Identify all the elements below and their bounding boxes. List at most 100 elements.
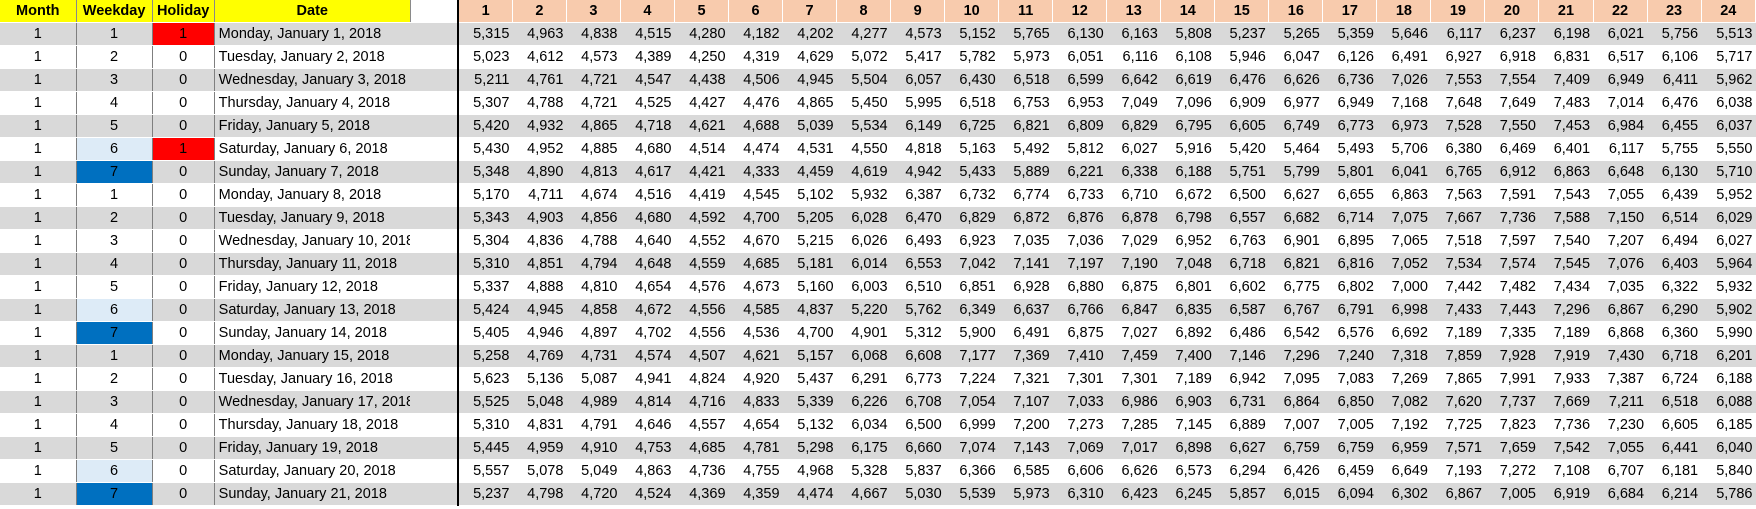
hour-value-cell[interactable]: 7,240 <box>1322 344 1377 368</box>
hour-value-cell[interactable]: 5,445 <box>458 436 513 460</box>
hour-value-cell[interactable]: 5,049 <box>566 459 621 483</box>
hour-value-cell[interactable]: 6,494 <box>1647 229 1702 253</box>
hour-value-cell[interactable]: 4,863 <box>620 459 675 483</box>
header-hour-14[interactable]: 14 <box>1160 0 1216 23</box>
holiday-cell[interactable]: 0 <box>152 229 215 253</box>
hour-value-cell[interactable]: 7,859 <box>1430 344 1485 368</box>
spacer-cell[interactable] <box>410 114 460 138</box>
hour-value-cell[interactable]: 4,685 <box>674 436 729 460</box>
hour-value-cell[interactable]: 7,648 <box>1430 91 1485 115</box>
date-cell[interactable]: Saturday, January 13, 2018 <box>214 298 411 322</box>
hour-value-cell[interactable]: 5,030 <box>890 482 945 506</box>
hour-value-cell[interactable]: 7,588 <box>1538 206 1594 230</box>
hour-value-cell[interactable]: 6,829 <box>1106 114 1161 138</box>
hour-value-cell[interactable]: 4,612 <box>512 45 567 69</box>
hour-value-cell[interactable]: 6,763 <box>1214 229 1269 253</box>
hour-value-cell[interactable]: 6,816 <box>1322 252 1377 276</box>
hour-value-cell[interactable]: 6,047 <box>1268 45 1323 69</box>
hour-value-cell[interactable]: 6,766 <box>1052 298 1107 322</box>
weekday-cell[interactable]: 5 <box>75 436 153 460</box>
hour-value-cell[interactable]: 4,788 <box>512 91 567 115</box>
header-hour-9[interactable]: 9 <box>890 0 946 23</box>
header-hour-11[interactable]: 11 <box>998 0 1054 23</box>
holiday-cell[interactable]: 0 <box>152 367 215 391</box>
hour-value-cell[interactable]: 6,801 <box>1160 275 1215 299</box>
hour-value-cell[interactable]: 6,749 <box>1268 114 1323 138</box>
weekday-cell[interactable]: 6 <box>75 298 153 322</box>
hour-value-cell[interactable]: 5,782 <box>944 45 999 69</box>
hour-value-cell[interactable]: 6,517 <box>1593 45 1648 69</box>
hour-value-cell[interactable]: 6,867 <box>1593 298 1648 322</box>
hour-value-cell[interactable]: 7,737 <box>1484 390 1539 414</box>
hour-value-cell[interactable]: 5,916 <box>1160 137 1215 161</box>
hour-value-cell[interactable]: 5,623 <box>458 367 513 391</box>
hour-value-cell[interactable]: 4,810 <box>566 275 621 299</box>
hour-value-cell[interactable]: 7,369 <box>998 344 1053 368</box>
hour-value-cell[interactable]: 6,188 <box>1701 367 1756 391</box>
spacer-cell[interactable] <box>410 413 460 437</box>
header-hour-24[interactable]: 24 <box>1701 0 1756 23</box>
hour-value-cell[interactable]: 5,343 <box>458 206 513 230</box>
hour-value-cell[interactable]: 6,708 <box>890 390 945 414</box>
date-cell[interactable]: Sunday, January 14, 2018 <box>214 321 411 345</box>
holiday-cell[interactable]: 0 <box>152 45 215 69</box>
hour-value-cell[interactable]: 4,514 <box>674 137 729 161</box>
hour-value-cell[interactable]: 4,545 <box>728 183 783 207</box>
hour-value-cell[interactable]: 4,736 <box>674 459 729 483</box>
hour-value-cell[interactable]: 6,619 <box>1160 68 1215 92</box>
hour-value-cell[interactable]: 4,559 <box>674 252 729 276</box>
hour-value-cell[interactable]: 7,574 <box>1484 252 1539 276</box>
spacer-cell[interactable] <box>410 229 460 253</box>
hour-value-cell[interactable]: 7,528 <box>1430 114 1485 138</box>
hour-value-cell[interactable]: 7,054 <box>944 390 999 414</box>
hour-value-cell[interactable]: 6,602 <box>1214 275 1269 299</box>
hour-value-cell[interactable]: 7,005 <box>1322 413 1377 437</box>
hour-value-cell[interactable]: 4,680 <box>620 206 675 230</box>
header-month[interactable]: Month <box>0 0 77 23</box>
hour-value-cell[interactable]: 7,197 <box>1052 252 1107 276</box>
hour-value-cell[interactable]: 5,889 <box>998 160 1053 184</box>
hour-value-cell[interactable]: 4,672 <box>620 298 675 322</box>
hour-value-cell[interactable]: 5,557 <box>458 459 513 483</box>
hour-value-cell[interactable]: 4,654 <box>620 275 675 299</box>
hour-value-cell[interactable]: 6,130 <box>1647 160 1702 184</box>
date-cell[interactable]: Saturday, January 20, 2018 <box>214 459 411 483</box>
header-hour-17[interactable]: 17 <box>1322 0 1378 23</box>
hour-value-cell[interactable]: 6,880 <box>1052 275 1107 299</box>
hour-value-cell[interactable]: 6,116 <box>1106 45 1161 69</box>
hour-value-cell[interactable]: 4,903 <box>512 206 567 230</box>
hour-value-cell[interactable]: 4,897 <box>566 321 621 345</box>
hour-value-cell[interactable]: 5,215 <box>782 229 837 253</box>
hour-value-cell[interactable]: 6,491 <box>1376 45 1431 69</box>
month-cell[interactable]: 1 <box>0 367 77 391</box>
hour-value-cell[interactable]: 4,837 <box>782 298 837 322</box>
month-cell[interactable]: 1 <box>0 22 77 46</box>
hour-value-cell[interactable]: 4,576 <box>674 275 729 299</box>
hour-value-cell[interactable]: 4,516 <box>620 183 675 207</box>
hour-value-cell[interactable]: 4,761 <box>512 68 567 92</box>
hour-value-cell[interactable]: 7,442 <box>1430 275 1485 299</box>
hour-value-cell[interactable]: 7,055 <box>1593 183 1648 207</box>
spacer-cell[interactable] <box>410 321 460 345</box>
hour-value-cell[interactable]: 7,453 <box>1538 114 1594 138</box>
month-cell[interactable]: 1 <box>0 68 77 92</box>
hour-value-cell[interactable]: 6,829 <box>944 206 999 230</box>
weekday-cell[interactable]: 5 <box>75 114 153 138</box>
hour-value-cell[interactable]: 6,949 <box>1593 68 1648 92</box>
hour-value-cell[interactable]: 7,540 <box>1538 229 1594 253</box>
hour-value-cell[interactable]: 4,755 <box>728 459 783 483</box>
hour-value-cell[interactable]: 4,621 <box>728 344 783 368</box>
hour-value-cell[interactable]: 7,000 <box>1376 275 1431 299</box>
hour-value-cell[interactable]: 7,049 <box>1106 91 1161 115</box>
holiday-cell[interactable]: 0 <box>152 114 215 138</box>
hour-value-cell[interactable]: 6,163 <box>1106 22 1161 46</box>
spacer-cell[interactable] <box>410 344 460 368</box>
hour-value-cell[interactable]: 5,339 <box>782 390 837 414</box>
hour-value-cell[interactable]: 5,717 <box>1701 45 1756 69</box>
holiday-cell[interactable]: 0 <box>152 252 215 276</box>
holiday-cell[interactable]: 0 <box>152 321 215 345</box>
hour-value-cell[interactable]: 6,986 <box>1106 390 1161 414</box>
hour-value-cell[interactable]: 4,721 <box>566 68 621 92</box>
hour-value-cell[interactable]: 6,753 <box>998 91 1053 115</box>
hour-value-cell[interactable]: 6,765 <box>1430 160 1485 184</box>
